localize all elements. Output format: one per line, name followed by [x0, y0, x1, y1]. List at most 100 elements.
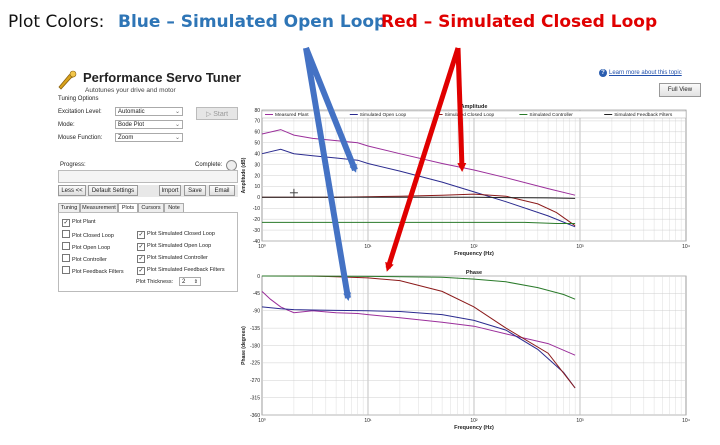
x-tick-label: 10⁴ [682, 418, 690, 424]
checkbox-label: Plot Simulated Open Loop [147, 243, 212, 249]
full-view-button[interactable]: Full View [659, 83, 701, 97]
y-tick-label: 30 [254, 162, 260, 168]
mouse-function-label: Mouse Function: [58, 135, 103, 141]
checkbox-label: Plot Open Loop [72, 245, 111, 251]
checkbox-label: Plot Simulated Controller [147, 255, 208, 261]
checkbox-label: Plot Controller [72, 257, 107, 263]
checkbox-label: Plot Simulated Feedback Filters [147, 267, 225, 273]
complete-label: Complete: [195, 162, 223, 168]
series-line-measured-plant [261, 129, 576, 196]
mode-select[interactable]: Bode Plot ⌄ [115, 120, 183, 129]
x-tick-label: 10⁰ [258, 244, 266, 250]
y-tick-label: -30 [253, 228, 260, 234]
start-button[interactable]: ▷ Start [196, 107, 238, 120]
checkbox-label: Plot Plant [72, 219, 96, 225]
x-tick-label: 10² [470, 244, 478, 250]
y-tick-label: 40 [254, 151, 260, 157]
y-tick-label: 80 [254, 108, 260, 114]
mode-value: Bode Plot [118, 122, 145, 128]
checkbox-checked-icon: ✓ [137, 243, 145, 251]
plot-feedback-filters-checkbox[interactable]: Plot Feedback Filters [62, 266, 124, 276]
plot-title: Phase [466, 270, 482, 276]
start-label: Start [213, 111, 229, 118]
plot-controller-checkbox[interactable]: Plot Controller [62, 254, 107, 264]
y-tick-label: 50 [254, 141, 260, 147]
y-tick-label: 0 [257, 195, 260, 201]
tab-measurement[interactable]: Measurement [80, 203, 118, 212]
tab-tuning[interactable]: Tuning [58, 203, 80, 212]
plot-thickness-stepper[interactable]: 2 ⇕ [179, 277, 201, 286]
plot-plant-checkbox[interactable]: ✓ Plot Plant [62, 218, 96, 227]
spinner-arrows-icon: ⇕ [193, 279, 198, 285]
checkbox-checked-icon: ✓ [137, 267, 145, 275]
x-tick-label: 10³ [576, 418, 584, 424]
checkbox-checked-icon: ✓ [137, 255, 145, 263]
y-tick-label: 60 [254, 130, 260, 136]
y-tick-label: -315 [250, 395, 260, 401]
amplitude-plot[interactable]: 10⁰ 10¹ 10² 10³ 10⁴ 80 70 60 50 40 30 20 10 0 -10 -20 -3… [241, 104, 690, 257]
legend-entry: Measured Plant [275, 112, 309, 118]
plot-closed-loop-checkbox[interactable]: Plot Closed Loop [62, 230, 114, 240]
checkbox-unchecked-icon [62, 230, 70, 238]
chevron-down-icon: ⌄ [174, 135, 180, 141]
mouse-function-value: Zoom [118, 135, 134, 141]
help-icon[interactable]: ? [599, 69, 607, 77]
y-tick-label: 0 [257, 274, 260, 280]
y-tick-label: -40 [253, 239, 260, 245]
save-button[interactable]: Save [184, 185, 206, 196]
y-tick-label: -225 [250, 361, 260, 367]
x-axis-label: Frequency (Hz) [454, 425, 494, 431]
x-tick-label: 10¹ [364, 244, 372, 250]
tab-note[interactable]: Note [164, 203, 184, 212]
trumpet-logo-icon [58, 70, 77, 90]
checkbox-unchecked-icon [62, 254, 70, 262]
plot-simulated-feedback-filters-checkbox[interactable]: ✓ Plot Simulated Feedback Filters [137, 266, 225, 275]
x-tick-label: 10³ [576, 244, 584, 250]
x-axis-label: Frequency (Hz) [454, 251, 494, 257]
legend-box [261, 110, 687, 119]
default-settings-button[interactable]: Default Settings [88, 185, 138, 196]
import-button[interactable]: Import [159, 185, 181, 196]
y-tick-label: 10 [254, 184, 260, 190]
x-tick-label: 10⁴ [682, 244, 690, 250]
mouse-function-select[interactable]: Zoom ⌄ [115, 133, 183, 142]
mode-label: Mode: [58, 122, 75, 128]
y-axis-label: Phase (degrees) [241, 326, 247, 365]
checkbox-label: Plot Closed Loop [72, 233, 114, 239]
series-line-simulated-open-loop [261, 306, 576, 389]
chevron-down-icon: ⌄ [174, 122, 180, 128]
progress-label: Progress: [60, 162, 86, 168]
tab-cursors[interactable]: Cursors [138, 203, 164, 212]
plot-simulated-controller-checkbox[interactable]: ✓ Plot Simulated Controller [137, 254, 208, 263]
phase-plot[interactable]: 10⁰ 10¹ 10² 10³ 10⁴ 0 -45 -90 -135 -180 -225 -270 -3… [241, 270, 690, 431]
legend-entry: Simulated Feedback Filters [614, 112, 673, 118]
plots-tab-panel: ✓ Plot Plant Plot Closed Loop Plot Open L… [58, 212, 238, 292]
y-tick-label: -90 [253, 309, 260, 315]
legend-entry: Simulated Closed Loop [445, 112, 495, 118]
y-tick-label: -20 [253, 217, 260, 223]
y-tick-label: -10 [253, 206, 260, 212]
plot-simulated-open-loop-checkbox[interactable]: ✓ Plot Simulated Open Loop [137, 242, 211, 251]
less-button[interactable]: Less << [58, 185, 86, 196]
excitation-level-select[interactable]: Automatic ⌄ [115, 107, 183, 116]
email-button[interactable]: Email [209, 185, 235, 196]
plot-thickness-label: Plot Thickness: [136, 279, 174, 285]
bode-plot-area[interactable]: 10⁰ 10¹ 10² 10³ 10⁴ 80 70 60 50 40 30 20 10 0 -10 -20 -3… [241, 95, 705, 441]
servo-tuner-window: Performance Servo Tuner Autotunes your d… [55, 66, 705, 441]
plot-open-loop-checkbox[interactable]: Plot Open Loop [62, 242, 110, 252]
plot-simulated-closed-loop-checkbox[interactable]: ✓ Plot Simulated Closed Loop [137, 230, 215, 239]
help-link[interactable]: Learn more about this topic [609, 70, 682, 76]
chevron-down-icon: ⌄ [174, 109, 180, 115]
tab-plots[interactable]: Plots [118, 203, 138, 213]
play-icon: ▷ [205, 111, 214, 118]
plot-title: Amplitude [461, 104, 488, 110]
excitation-level-label: Excitation Level: [58, 109, 102, 115]
checkbox-unchecked-icon [62, 242, 70, 250]
app-title: Performance Servo Tuner [83, 70, 241, 85]
caption-label: Plot Colors: [8, 12, 105, 32]
plot-thickness-value: 2 [182, 279, 186, 285]
tuning-options-label: Tuning Options [58, 96, 99, 102]
x-tick-label: 10⁰ [258, 418, 266, 424]
checkbox-label: Plot Simulated Closed Loop [147, 231, 215, 237]
series-line-measured-plant [261, 291, 576, 356]
